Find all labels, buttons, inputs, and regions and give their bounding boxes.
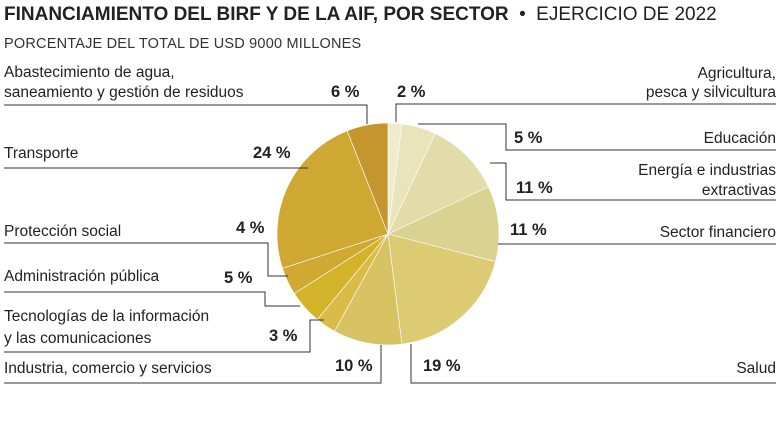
slice-value-sector-financiero: 11 % <box>510 221 547 239</box>
leader-line-salud <box>410 344 776 384</box>
slice-label-agricultura-pesca-y-silvicultura: Agricultura, <box>698 65 776 82</box>
chart-subtitle: PORCENTAJE DEL TOTAL DE USD 9000 MILLONE… <box>4 36 361 52</box>
slice-value-energia-e-industrias-extractivas: 11 % <box>516 179 553 197</box>
pie-slices <box>276 122 500 346</box>
leader-line-abastecimiento-de-agua-saneamiento-y-gestion-de-residuos <box>4 104 368 124</box>
pie-slice-energia-e-industrias-extractivas <box>387 133 489 235</box>
pie-slice-sector-financiero <box>387 186 500 262</box>
slice-label-abastecimiento-de-agua-saneamiento-y-gestion-de-residuos: saneamiento y gestión de residuos <box>4 84 244 101</box>
pie-slice-transporte <box>276 130 389 269</box>
pie-annotations: Agricultura, pesca y silvicultura 2 % Educa… <box>4 64 776 384</box>
slice-label-agricultura-pesca-y-silvicultura: pesca y silvicultura <box>646 84 776 101</box>
slice-label-educacion: Educación <box>704 130 776 147</box>
slice-label-salud: Salud <box>736 360 776 377</box>
slice-value-educacion: 5 % <box>514 129 543 147</box>
slice-value-abastecimiento-de-agua-saneamiento-y-gestion-de-residuos: 6 % <box>331 83 360 101</box>
slice-label-abastecimiento-de-agua-saneamiento-y-gestion-de-residuos: Abastecimiento de agua, <box>4 64 175 81</box>
slice-value-administracion-publica: 5 % <box>224 269 253 287</box>
slice-value-industria-comercio-y-servicios: 10 % <box>335 357 373 375</box>
slice-label-sector-financiero: Sector financiero <box>660 224 776 241</box>
chart-title-suffix: EJERCICIO DE 2022 <box>536 4 717 25</box>
slice-label-energia-e-industrias-extractivas: extractivas <box>702 182 776 199</box>
leader-line-administracion-publica <box>4 291 300 307</box>
slice-label-tecnologias-de-la-informacion-y-las-comunicaciones: y las comunicaciones <box>4 330 152 347</box>
leader-line-industria-comercio-y-servicios <box>4 345 382 384</box>
slice-value-proteccion-social: 4 % <box>236 219 265 237</box>
slice-value-agricultura-pesca-y-silvicultura: 2 % <box>397 83 426 101</box>
slice-label-tecnologias-de-la-informacion-y-las-comunicaciones: Tecnologías de la información <box>4 308 209 325</box>
chart-title: FINANCIAMIENTO DEL BIRF Y DE LA AIF, POR… <box>4 4 717 25</box>
pie-slice-abastecimiento-de-agua-saneamiento-y-gestion-de-residuos <box>346 122 389 235</box>
leader-line-agricultura-pesca-y-silvicultura <box>395 103 776 122</box>
slice-label-industria-comercio-y-servicios: Industria, comercio y servicios <box>4 360 212 377</box>
slice-label-transporte: Transporte <box>4 145 78 162</box>
slice-value-tecnologias-de-la-informacion-y-las-comunicaciones: 3 % <box>269 327 298 345</box>
chart-title-main: FINANCIAMIENTO DEL BIRF Y DE LA AIF, POR… <box>4 4 509 25</box>
leader-line-proteccion-social <box>4 242 288 277</box>
slice-label-administracion-publica: Administración pública <box>4 268 159 285</box>
slice-value-transporte: 24 % <box>253 144 291 162</box>
pie-slice-salud <box>387 233 496 345</box>
slice-value-salud: 19 % <box>423 357 461 375</box>
leader-line-energia-e-industrias-extractivas <box>490 162 776 201</box>
leader-line-educacion <box>418 123 776 151</box>
leader-line-tecnologias-de-la-informacion-y-las-comunicaciones <box>4 319 324 353</box>
slice-label-proteccion-social: Protección social <box>4 223 121 240</box>
chart-title-separator: • <box>519 4 526 25</box>
slice-label-energia-e-industrias-extractivas: Energía e industrias <box>638 162 776 179</box>
